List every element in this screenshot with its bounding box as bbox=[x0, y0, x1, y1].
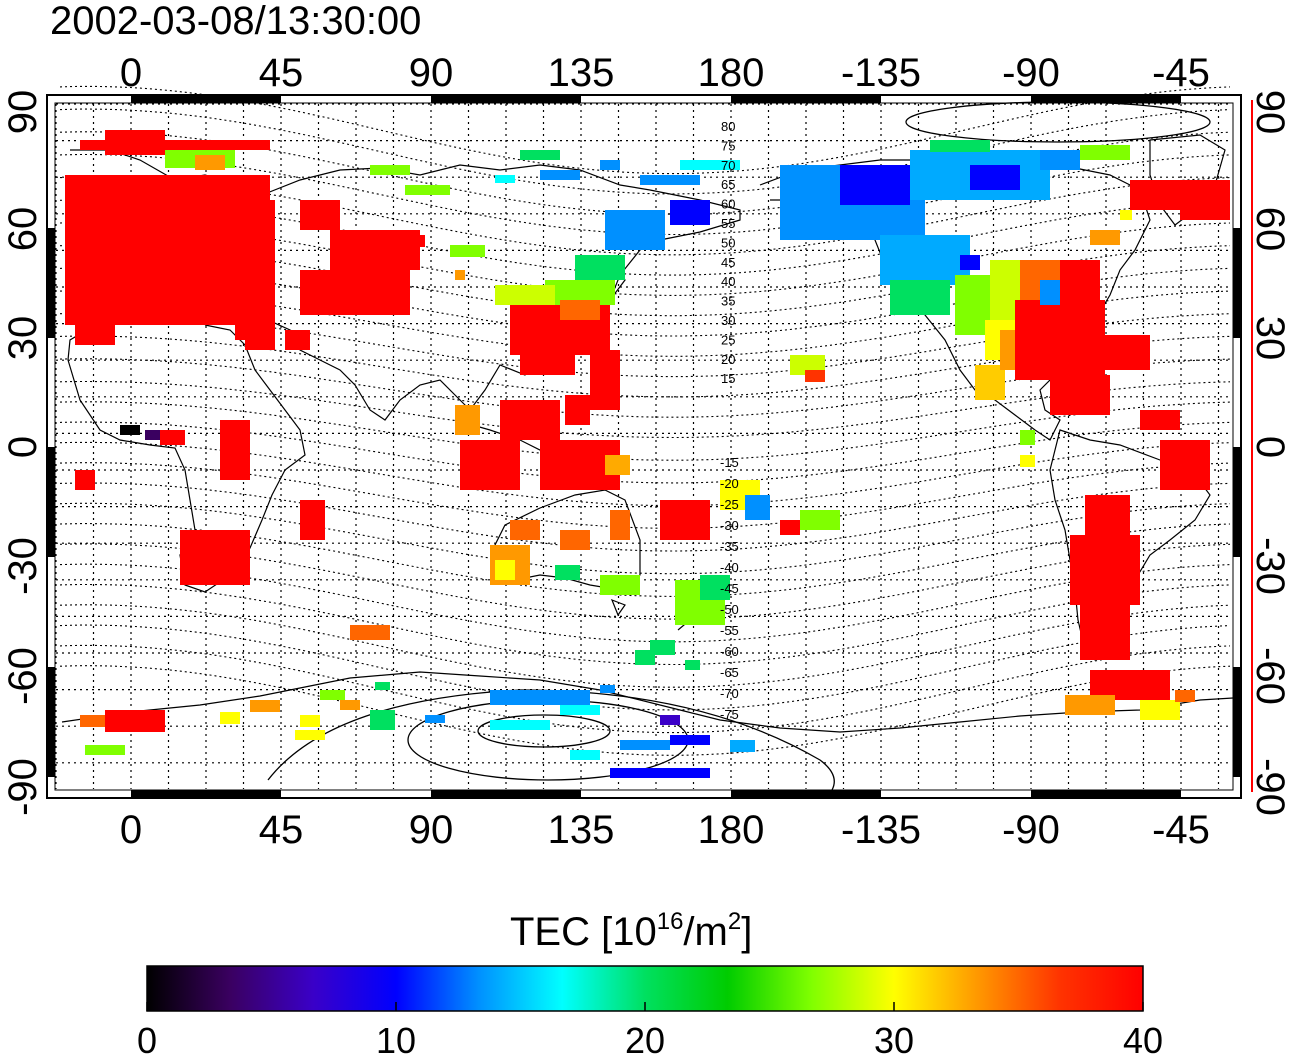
mlat-label: -70 bbox=[720, 686, 739, 701]
magnetic-pole-contours bbox=[267, 101, 1211, 791]
mlat-label: 55 bbox=[721, 216, 735, 231]
magnetic-latitude-contour bbox=[59, 624, 1231, 711]
mlat-label: 35 bbox=[721, 294, 735, 309]
top-lon-label: 90 bbox=[409, 51, 454, 95]
magnetic-latitude-labels-north: 80 75 70 65 60 55 50 45 40 35 30 25 20 15 bbox=[721, 119, 735, 386]
magnetic-latitude-contour bbox=[59, 543, 1231, 620]
mlat-label: 65 bbox=[721, 177, 735, 192]
right-lat-label: -90 bbox=[1248, 758, 1292, 816]
mlat-label: -55 bbox=[720, 623, 739, 638]
mlat-label: 60 bbox=[721, 197, 735, 212]
bottom-lon-label: -90 bbox=[1002, 808, 1060, 852]
colorbar-tick-label: 10 bbox=[376, 1020, 416, 1057]
colorbar-tick-label: 20 bbox=[625, 1020, 665, 1057]
top-lon-label: 135 bbox=[548, 51, 615, 95]
left-lat-label: 30 bbox=[1, 316, 45, 361]
top-lon-label: 45 bbox=[259, 51, 304, 95]
magnetic-latitude-contour bbox=[59, 563, 1231, 643]
magnetic-latitude-contour bbox=[59, 644, 1231, 734]
bottom-lon-label: 45 bbox=[259, 808, 304, 852]
tec-observation-data bbox=[65, 130, 1230, 778]
bottom-lon-label: 0 bbox=[120, 808, 142, 852]
magnetic-latitude-contour bbox=[59, 502, 1231, 575]
mlat-label: 20 bbox=[721, 352, 735, 367]
left-latitude-labels: 90 60 30 0 -30 -60 -90 bbox=[1, 90, 45, 816]
magnetic-latitude-labels-south: -15 -20 -25 -30 -35 -40 -45 -50 -55 -60 -65 -70 -75 bbox=[720, 455, 739, 722]
mlat-label: 50 bbox=[721, 235, 735, 250]
mlat-label: -15 bbox=[720, 455, 739, 470]
magnetic-latitude-contour bbox=[59, 462, 1231, 529]
magnetic-latitude-contour bbox=[59, 482, 1231, 552]
colorbar-title: TEC [1016/m2] bbox=[510, 908, 752, 954]
magnetic-latitude-contour bbox=[59, 604, 1231, 688]
colorbar-tick-label: 0 bbox=[137, 1020, 157, 1057]
mlat-label: -20 bbox=[720, 476, 739, 491]
mlat-label: -25 bbox=[720, 497, 739, 512]
left-lat-label: 0 bbox=[1, 436, 45, 458]
magnetic-latitude-contour bbox=[59, 665, 1231, 756]
figure-title: 2002-03-08/13:30:00 bbox=[50, 0, 421, 43]
left-lat-label: -60 bbox=[1, 647, 45, 705]
bottom-longitude-labels: 0 45 90 135 180 -135 -90 -45 bbox=[120, 808, 1210, 852]
colorbar-tick-label: 40 bbox=[1123, 1020, 1163, 1057]
mlat-label: -30 bbox=[720, 518, 739, 533]
mlat-label: 45 bbox=[721, 255, 735, 270]
mlat-label: 75 bbox=[721, 138, 735, 153]
bottom-lon-label: -135 bbox=[841, 808, 921, 852]
mlat-label: -50 bbox=[720, 602, 739, 617]
bottom-lon-label: 90 bbox=[409, 808, 454, 852]
mlat-label: -60 bbox=[720, 644, 739, 659]
mlat-label: 25 bbox=[721, 332, 735, 347]
top-lon-label: -135 bbox=[841, 51, 921, 95]
mlat-label: -45 bbox=[720, 581, 739, 596]
top-lon-label: 0 bbox=[120, 51, 142, 95]
right-lat-label: 90 bbox=[1248, 90, 1292, 135]
left-lat-label: -30 bbox=[1, 537, 45, 595]
magnetic-latitude-contour bbox=[59, 85, 1231, 175]
mlat-label: 15 bbox=[721, 371, 735, 386]
left-lat-label: 60 bbox=[1, 207, 45, 252]
mlat-label: -65 bbox=[720, 665, 739, 680]
mlat-label: 40 bbox=[721, 274, 735, 289]
top-lon-label: -90 bbox=[1002, 51, 1060, 95]
mlat-label: -35 bbox=[720, 539, 739, 554]
right-lat-label: -30 bbox=[1248, 537, 1292, 595]
magnetic-latitude-contour bbox=[59, 108, 1231, 195]
right-lat-label: 60 bbox=[1248, 207, 1292, 252]
left-lat-label: 90 bbox=[1, 90, 45, 135]
bottom-lon-label: 135 bbox=[548, 808, 615, 852]
right-lat-label: 30 bbox=[1248, 316, 1292, 361]
magnetic-latitude-contour bbox=[59, 380, 1231, 439]
mlat-label: 70 bbox=[721, 158, 735, 173]
right-lat-label: -60 bbox=[1248, 647, 1292, 705]
bottom-lon-label: -45 bbox=[1152, 808, 1210, 852]
mlat-label: 30 bbox=[721, 313, 735, 328]
mlat-label: -75 bbox=[720, 707, 739, 722]
magnetic-latitude-contour bbox=[59, 441, 1231, 507]
colorbar-tick-label: 30 bbox=[874, 1020, 914, 1057]
bottom-lon-label: 180 bbox=[698, 808, 765, 852]
top-longitude-labels: 0 45 90 135 180 -135 -90 -45 bbox=[120, 51, 1210, 95]
mlat-label: -40 bbox=[720, 560, 739, 575]
right-lat-label: 0 bbox=[1248, 436, 1292, 458]
top-lon-label: 180 bbox=[698, 51, 765, 95]
left-lat-label: -90 bbox=[1, 758, 45, 816]
right-latitude-labels: 90 60 30 0 -30 -60 -90 bbox=[1248, 90, 1292, 816]
colorbar: TEC [1016/m2] 0 10 20 30 40 bbox=[137, 908, 1163, 1061]
mlat-label: 80 bbox=[721, 119, 735, 134]
top-lon-label: -45 bbox=[1152, 51, 1210, 95]
magnetic-latitude-contour bbox=[59, 401, 1231, 461]
